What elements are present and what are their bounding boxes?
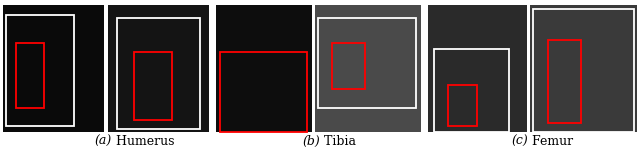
Text: (b): (b): [302, 135, 320, 148]
Bar: [117, 18, 200, 129]
Bar: [448, 85, 477, 126]
Bar: [216, 5, 312, 132]
Bar: [220, 52, 307, 132]
Text: Humerus: Humerus: [112, 135, 175, 148]
Bar: [318, 18, 416, 108]
Bar: [548, 40, 581, 123]
Bar: [533, 9, 634, 132]
Bar: [530, 5, 637, 132]
Bar: [315, 5, 421, 132]
Bar: [134, 52, 172, 120]
Bar: [428, 5, 527, 132]
Text: Tibia: Tibia: [320, 135, 356, 148]
Bar: [108, 5, 209, 132]
Bar: [16, 43, 44, 108]
Bar: [3, 5, 104, 132]
Bar: [434, 49, 509, 132]
Bar: [6, 15, 74, 126]
Text: Femur: Femur: [528, 135, 573, 148]
Text: (a): (a): [95, 135, 112, 148]
Bar: [332, 43, 365, 89]
Text: (c): (c): [511, 135, 528, 148]
